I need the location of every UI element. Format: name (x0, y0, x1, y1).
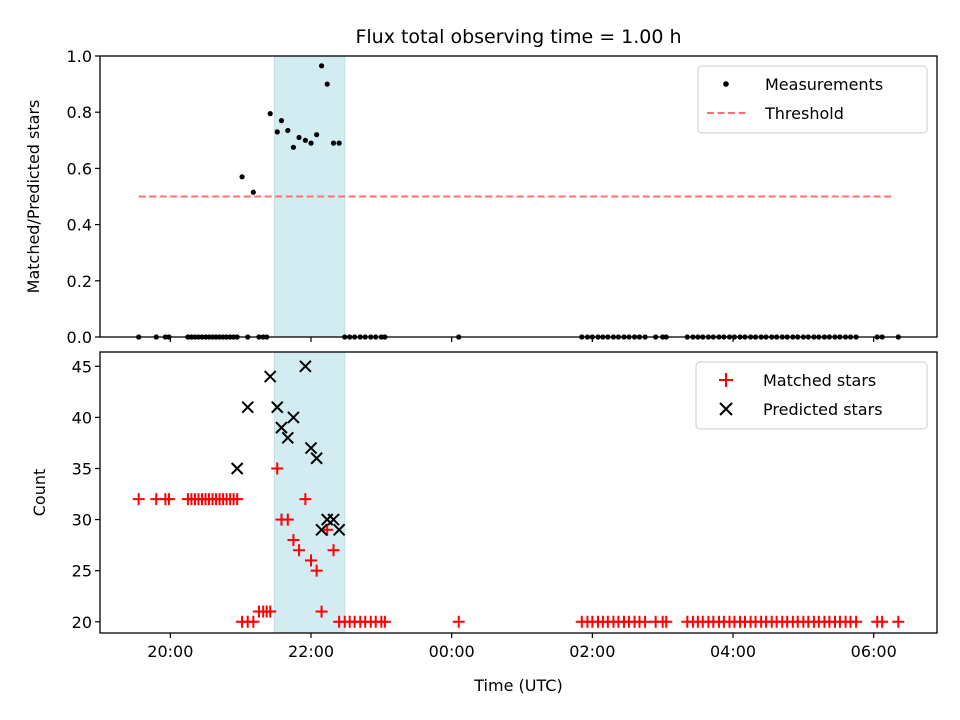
measurement-point (296, 134, 302, 141)
count-panel: 20 25 30 35 40 45 20:00 22:00 00:00 02:00 04:00 06… (30, 351, 938, 695)
ratio-legend: Measurements Threshold (697, 65, 928, 134)
legend-matched-label: Matched stars (763, 371, 876, 390)
matched-star-point (892, 615, 905, 628)
x-tick-label: 00:00 (429, 642, 475, 661)
legend-matched-marker (719, 373, 733, 387)
measurement-point (318, 63, 325, 69)
matched-star-point (305, 554, 318, 567)
matched-star-point (231, 493, 244, 506)
matched-star-point (299, 493, 312, 506)
measurement-point (314, 132, 320, 138)
legend-measurements-label: Measurements (765, 75, 883, 94)
count-y-tick-label: 25 (72, 562, 92, 581)
legend-predicted-marker (719, 402, 733, 416)
predicted-star-point (230, 462, 244, 475)
measurement-point (330, 140, 337, 146)
measurement-point (302, 137, 308, 143)
matched-star-point (321, 523, 334, 536)
measurement-point (239, 174, 245, 180)
count-y-tick-label: 20 (72, 613, 92, 632)
x-axis-label: Time (UTC) (473, 676, 562, 695)
measurement-point (250, 189, 256, 195)
x-tick-label: 20:00 (147, 642, 193, 661)
ratio-panel: 0.0 0.2 0.4 0.6 0.8 1.0 Flux total observing … (24, 26, 938, 347)
x-tick-label: 02:00 (569, 642, 615, 661)
measurement-point (278, 118, 285, 124)
predicted-star-point (315, 523, 328, 537)
predicted-star-point (264, 370, 277, 383)
measurement-point (267, 111, 273, 117)
matched-star-point (315, 605, 328, 618)
predicted-star-point (327, 513, 340, 526)
count-y-tick-label: 30 (72, 511, 92, 530)
predicted-star-point (299, 360, 312, 373)
matched-star-point (310, 564, 323, 577)
ratio-legend-box (697, 65, 928, 134)
ratio-y-tick-label: 1.0 (67, 47, 92, 66)
x-tick-label: 06:00 (851, 642, 897, 661)
predicted-star-point (287, 411, 300, 424)
matched-star-point (876, 615, 889, 628)
count-panel-frame (99, 351, 938, 634)
predicted-star-point (275, 421, 288, 434)
count-y-tick-label: 45 (72, 357, 92, 376)
observing-window-span (273, 351, 346, 634)
ratio-panel-frame (99, 55, 938, 338)
measurement-point (324, 81, 330, 87)
chart-title: Flux total observing time = 1.00 h (355, 26, 681, 48)
count-legend-box (695, 361, 928, 430)
predicted-star-point (241, 400, 254, 414)
matched-star-point (264, 605, 277, 618)
matched-star-point (850, 615, 863, 628)
matched-star-point (281, 513, 294, 526)
predicted-star-point (304, 441, 318, 455)
measurement-point (336, 140, 342, 146)
matched-star-point (327, 544, 340, 557)
count-y-tick-label: 40 (72, 408, 92, 427)
matched-star-point (452, 615, 465, 628)
ratio-y-axis-label: Matched/Predicted stars (24, 100, 43, 294)
measurement-point (274, 129, 280, 135)
matched-star-point (293, 544, 306, 557)
predicted-star-point (271, 400, 284, 414)
ratio-y-tick-label: 0.2 (67, 272, 92, 291)
predicted-star-point (310, 452, 323, 465)
matched-star-point (660, 615, 673, 628)
measurement-point (285, 127, 291, 134)
ratio-y-tick-label: 0.4 (67, 216, 92, 235)
count-legend: Matched stars Predicted stars (695, 361, 928, 430)
ratio-y-tick-label: 0.0 (67, 328, 92, 347)
measurement-point (308, 140, 314, 146)
predicted-star-point (332, 523, 346, 537)
ratio-y-tick-label: 0.6 (67, 159, 92, 178)
legend-threshold-label: Threshold (764, 104, 844, 123)
matched-star-point (247, 615, 260, 628)
matched-star-point (162, 493, 175, 506)
x-tick-label: 04:00 (710, 642, 756, 661)
x-tick-label: 22:00 (288, 642, 334, 661)
matched-star-point (639, 615, 652, 628)
ratio-y-tick-label: 0.8 (67, 103, 92, 122)
matched-star-point (378, 615, 391, 628)
matched-star-point (287, 534, 300, 547)
matched-star-point (271, 462, 284, 475)
predicted-star-point (281, 431, 295, 445)
matched-star-point (132, 493, 145, 506)
legend-measurements-marker (723, 81, 729, 87)
count-y-axis-label: Count (30, 469, 49, 517)
legend-predicted-label: Predicted stars (763, 400, 883, 419)
measurement-point (290, 144, 297, 150)
count-y-tick-label: 35 (72, 459, 92, 478)
